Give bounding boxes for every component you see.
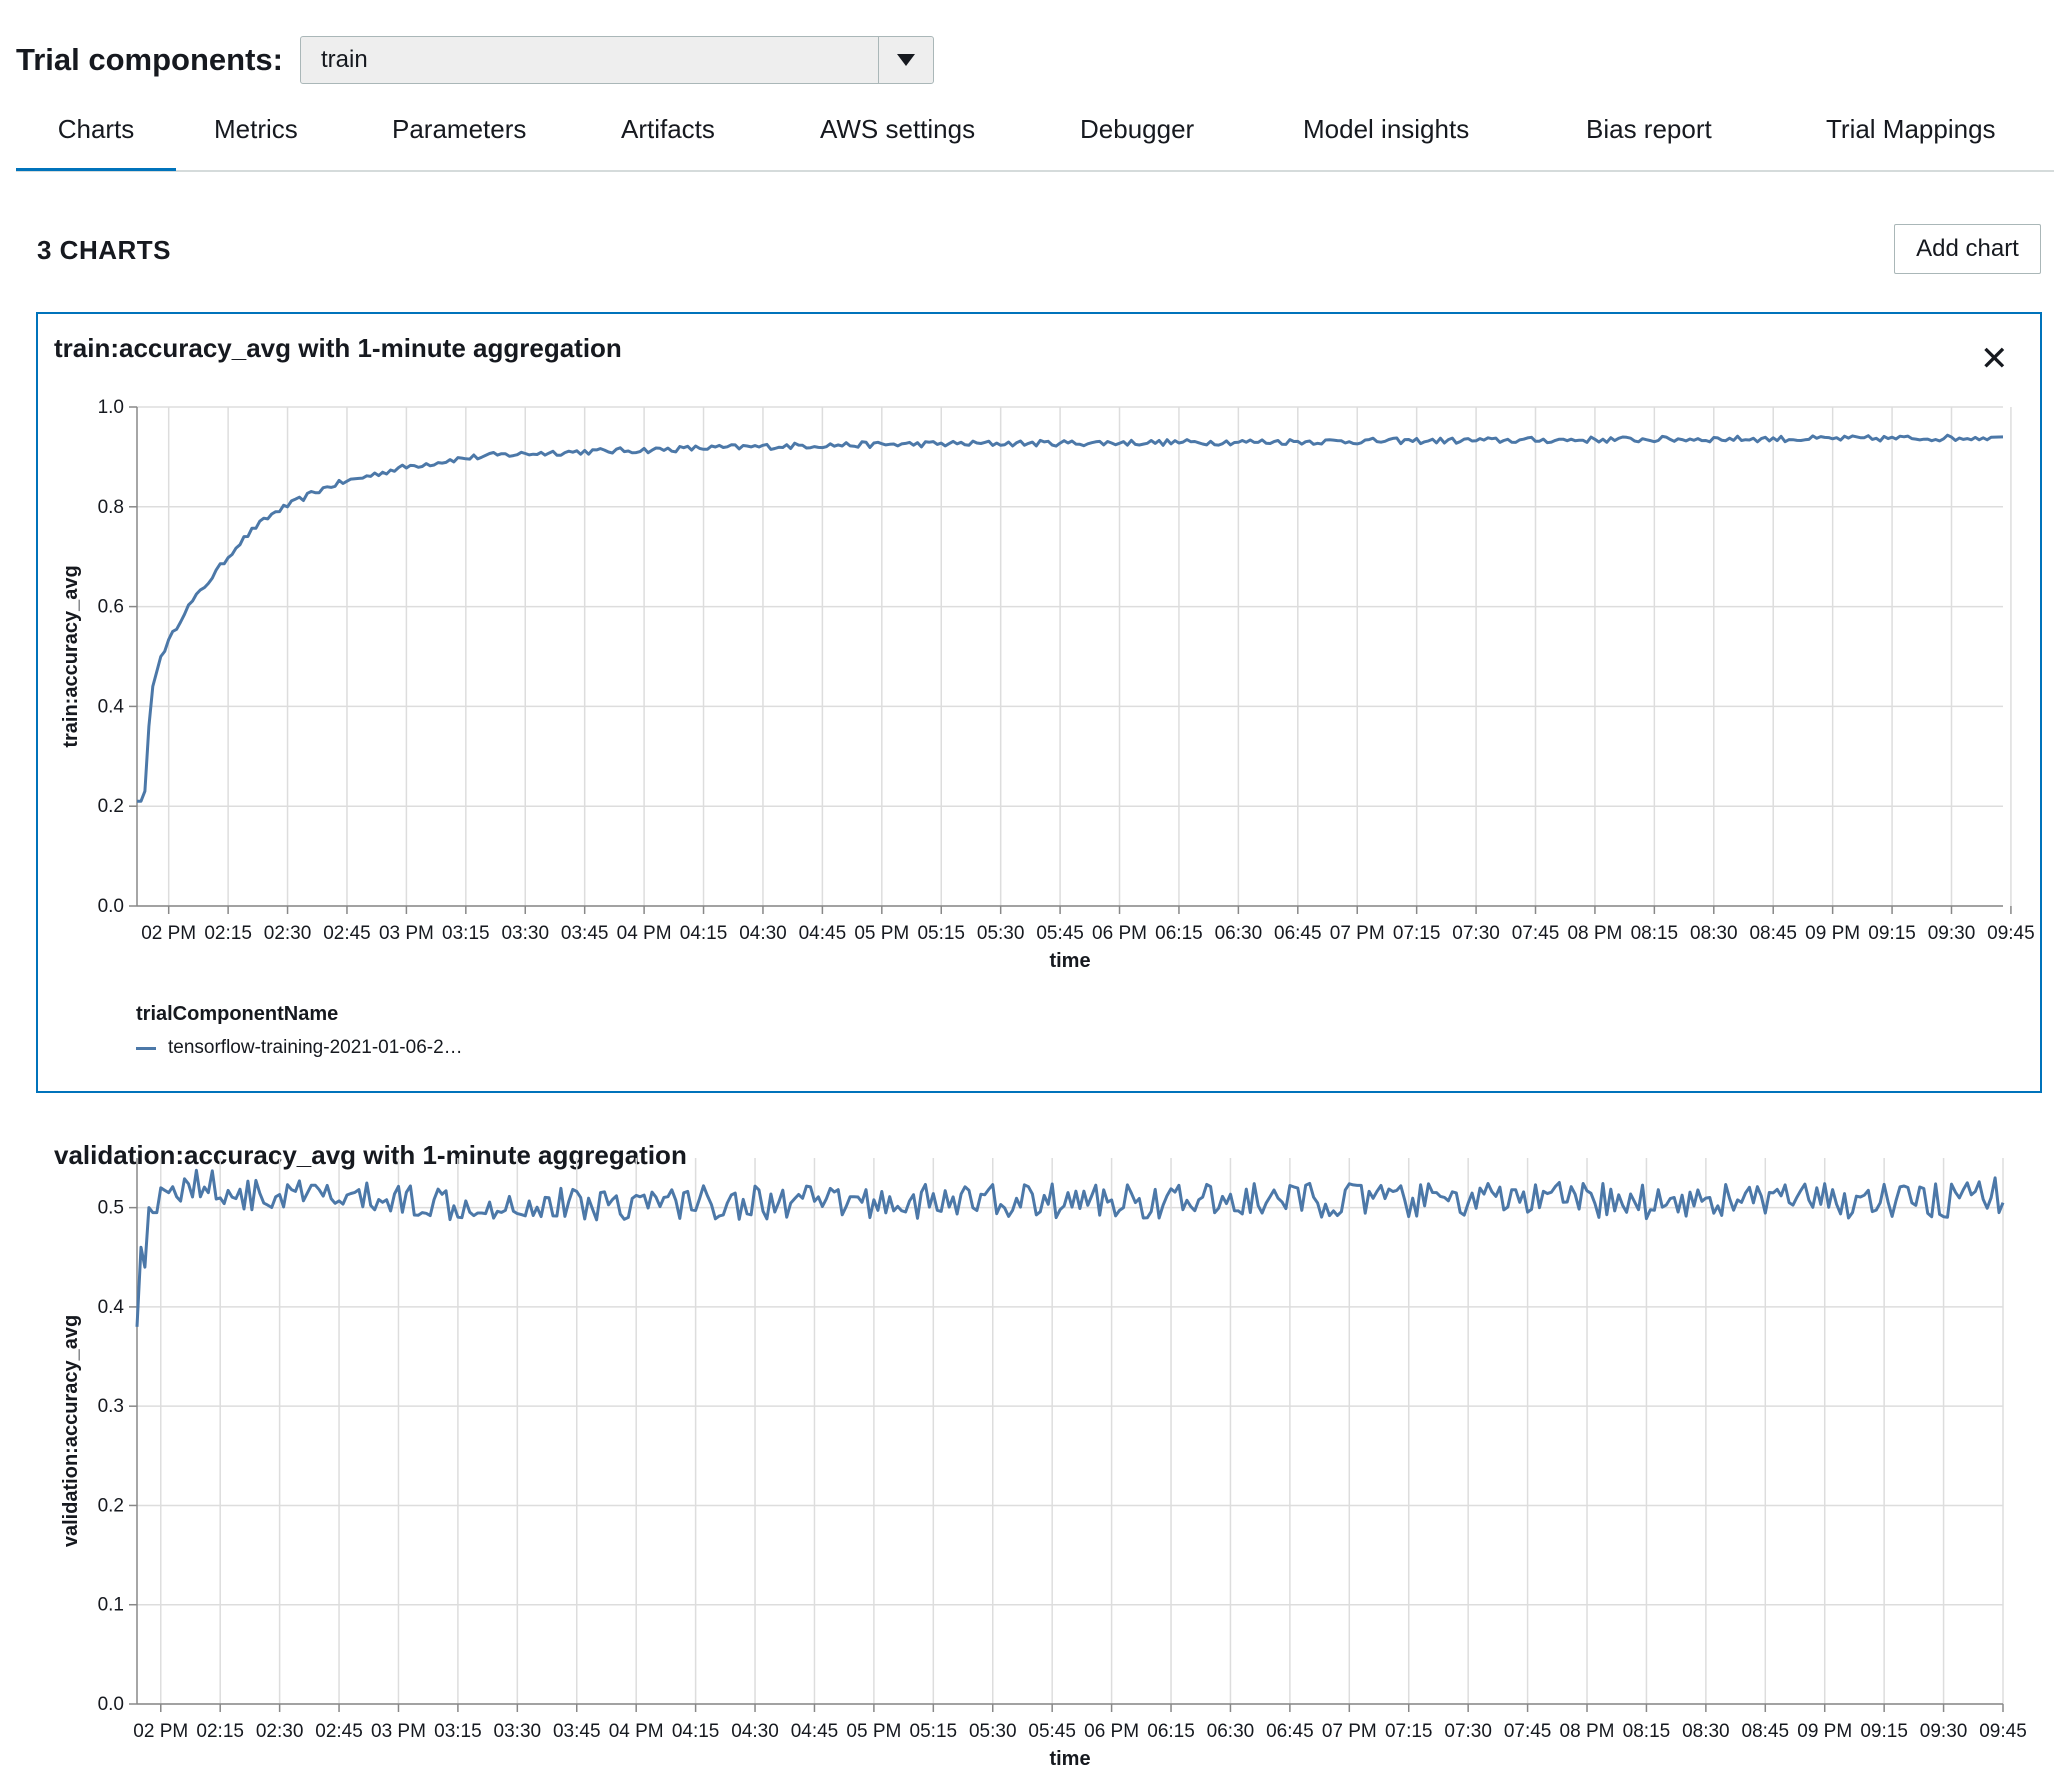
legend-swatch (136, 1046, 156, 1050)
y-tick-label: 0.5 (98, 1198, 124, 1219)
x-tick-label: 09 PM (1797, 1721, 1852, 1742)
x-tick-label: 09:15 (1860, 1721, 1908, 1742)
x-tick-label: 07:45 (1504, 1721, 1552, 1742)
trial-components-label: Trial components: (16, 42, 283, 77)
x-tick-label: 09:45 (1979, 1721, 2027, 1742)
x-tick-label: 02:45 (315, 1721, 363, 1742)
x-tick-label: 02:30 (256, 1721, 304, 1742)
dropdown-toggle-button[interactable] (877, 37, 933, 83)
tab-artifacts[interactable]: Artifacts (621, 114, 715, 144)
x-tick-label: 06:45 (1266, 1721, 1314, 1742)
legend-item[interactable]: tensorflow-training-2021-01-06-2… (136, 1037, 463, 1059)
y-tick-label: 0.4 (98, 1297, 125, 1318)
legend-title: trialComponentName (136, 1003, 339, 1025)
tab-parameters[interactable]: Parameters (392, 114, 527, 144)
x-tick-label: 05:30 (969, 1721, 1017, 1742)
x-tick-label: 02:15 (196, 1721, 244, 1742)
x-tick-label: 04:45 (791, 1721, 839, 1742)
x-tick-label: 02 PM (133, 1721, 188, 1742)
tab-trial-mappings[interactable]: Trial Mappings (1826, 114, 1996, 144)
y-tick-label: 0.2 (98, 1495, 124, 1516)
tab-model-insights[interactable]: Model insights (1303, 114, 1470, 144)
tab-aws-settings[interactable]: AWS settings (820, 114, 976, 144)
x-tick-label: 07:15 (1385, 1721, 1433, 1742)
x-tick-label: 08:45 (1742, 1721, 1790, 1742)
chart-2-title: validation:accuracy_avg with 1-minute ag… (54, 1140, 687, 1170)
trial-components-header: Trial components: train (16, 34, 934, 86)
legend-label: tensorflow-training-2021-01-06-2… (168, 1037, 463, 1058)
tab-charts[interactable]: Charts (16, 100, 176, 171)
y-axis-title: validation:accuracy_avg (60, 1315, 82, 1547)
tab-debugger[interactable]: Debugger (1080, 114, 1195, 144)
charts-count: 3 CHARTS (37, 235, 172, 265)
x-tick-label: 03:30 (494, 1721, 542, 1742)
x-tick-label: 06:15 (1147, 1721, 1195, 1742)
tabs-bar: Charts Metrics Parameters Artifacts AWS … (16, 100, 2054, 172)
chart-1-title: train:accuracy_avg with 1-minute aggrega… (54, 333, 622, 363)
tab-bias-report[interactable]: Bias report (1586, 114, 1712, 144)
x-tick-label: 04:15 (672, 1721, 720, 1742)
y-tick-label: 0.3 (98, 1396, 124, 1417)
y-tick-label: 0.0 (98, 1694, 124, 1715)
x-tick-label: 03:15 (434, 1721, 482, 1742)
trial-components-select-value: train (320, 46, 368, 73)
x-tick-label: 09:30 (1920, 1721, 1968, 1742)
add-chart-button[interactable]: Add chart (1894, 224, 2041, 274)
trial-components-select[interactable]: train (299, 36, 934, 84)
x-tick-label: 08:30 (1682, 1721, 1730, 1742)
chart-card-selected[interactable] (36, 312, 2042, 1093)
x-tick-label: 05:45 (1028, 1721, 1076, 1742)
caret-down-icon (896, 54, 915, 66)
x-tick-label: 05 PM (846, 1721, 901, 1742)
x-tick-label: 03 PM (371, 1721, 426, 1742)
x-tick-label: 04:30 (731, 1721, 779, 1742)
x-tick-label: 04 PM (609, 1721, 664, 1742)
x-tick-label: 08 PM (1560, 1721, 1615, 1742)
tab-metrics[interactable]: Metrics (214, 114, 298, 144)
x-tick-label: 05:15 (910, 1721, 958, 1742)
x-tick-label: 06:30 (1207, 1721, 1255, 1742)
x-tick-label: 03:45 (553, 1721, 601, 1742)
x-tick-label: 07:30 (1444, 1721, 1492, 1742)
series-line (135, 1168, 2005, 1327)
x-tick-label: 06 PM (1084, 1721, 1139, 1742)
x-tick-label: 08:15 (1623, 1721, 1671, 1742)
x-tick-label: 07 PM (1322, 1721, 1377, 1742)
close-icon[interactable]: ✕ (1980, 340, 2009, 378)
y-tick-label: 0.1 (98, 1595, 124, 1616)
x-axis-title: time (1049, 1748, 1090, 1770)
